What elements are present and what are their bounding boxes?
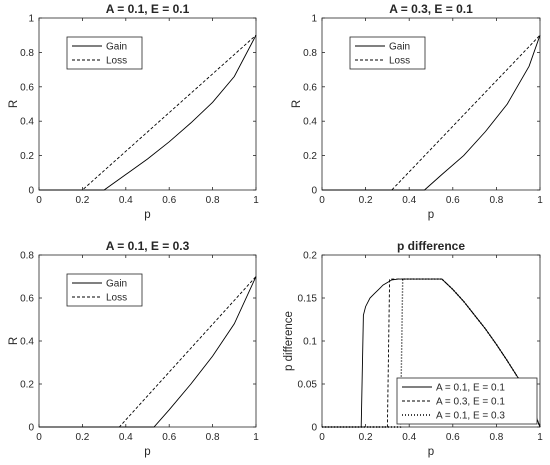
y-tick-label: 0.2: [20, 380, 34, 391]
legend-label: Gain: [106, 42, 127, 53]
y-tick-label: 0.2: [20, 151, 34, 162]
plot-area: [321, 17, 541, 191]
legend-box: [66, 36, 143, 70]
legend-box: [66, 273, 143, 307]
y-tick-label: 0: [311, 423, 317, 434]
x-tick-label: 0.6: [446, 432, 460, 443]
x-tick-label: 0.4: [402, 432, 416, 443]
y-tick-label: 0: [311, 186, 317, 197]
y-tick-label: 0.4: [20, 117, 34, 128]
x-tick-label: 0.4: [119, 432, 133, 443]
y-tick-label: 0: [28, 186, 34, 197]
x-tick-label: 0.6: [446, 195, 460, 206]
panel-bottom-left: 0 0.2 0.4 0.6 0.8 1 0 0.2 0.4 0.6 0.8 A = 0.1, E = …: [8, 239, 259, 458]
x-tick-label: 0.2: [359, 432, 373, 443]
chart-title: p difference: [397, 239, 465, 253]
y-axis-label: R: [8, 100, 20, 108]
x-tick-label: 0.8: [489, 432, 503, 443]
legend: Gain Loss: [349, 36, 426, 70]
x-tick-label: 1: [253, 432, 259, 443]
y-tick-label: 0.4: [303, 117, 317, 128]
chart-title: A = 0.1, E = 0.3: [106, 239, 190, 253]
plot-area: [38, 17, 257, 191]
x-tick-label: 1: [537, 432, 543, 443]
legend: Gain Loss: [66, 36, 143, 70]
series-line-1: [39, 34, 257, 191]
y-tick-label: 0.2: [303, 251, 317, 262]
panel-bottom-right: 0 0.2 0.4 0.6 0.8 1 0 0.05 0.1 0.15 0.2 p differenc…: [283, 239, 543, 458]
y-tick-label: 0.6: [303, 82, 317, 93]
y-tick-label: 0.1: [303, 337, 317, 348]
series-line-1: [39, 276, 257, 428]
x-tick-label: 0: [319, 195, 325, 206]
x-tick-label: 0.8: [489, 195, 503, 206]
y-tick-label: 0.05: [298, 380, 318, 391]
legend-label: A = 0.3, E = 0.1: [436, 397, 505, 408]
legend-label: A = 0.1, E = 0.3: [436, 411, 505, 422]
x-axis-label: p: [144, 209, 150, 221]
y-axis-label: R: [8, 337, 20, 345]
y-tick-label: 0: [28, 423, 34, 434]
y-tick-label: 0.8: [20, 251, 34, 262]
panel-top-left: 0 0.2 0.4 0.6 0.8 1 0 0.2 0.4 0.6 0.8 1 A = 0.1, E =…: [8, 2, 259, 221]
y-tick-label: 1: [28, 14, 34, 25]
chart-title: A = 0.3, E = 0.1: [389, 2, 473, 16]
x-tick-label: 0.2: [75, 195, 89, 206]
x-axis-label: p: [144, 446, 150, 458]
panel-top-right: 0 0.2 0.4 0.6 0.8 1 0 0.2 0.4 0.6 0.8 1 A = 0.3, E =…: [291, 2, 543, 221]
x-tick-label: 0.2: [75, 432, 89, 443]
legend: Gain Loss: [66, 273, 143, 307]
y-tick-label: 0.15: [298, 294, 318, 305]
series-line-1: [322, 35, 541, 191]
legend-box: [396, 377, 538, 425]
y-tick-label: 0.8: [20, 48, 34, 59]
x-tick-label: 0: [319, 432, 325, 443]
x-tick-label: 1: [253, 195, 259, 206]
chart-title: A = 0.1, E = 0.1: [106, 2, 190, 16]
legend-label: Loss: [106, 293, 127, 304]
y-tick-label: 0.8: [303, 48, 317, 59]
x-tick-label: 0.8: [206, 195, 220, 206]
x-axis-label: p: [428, 209, 434, 221]
legend-label: Gain: [389, 42, 410, 53]
y-axis-label: R: [291, 100, 303, 108]
y-axis-label: p difference: [283, 311, 295, 371]
legend: A = 0.1, E = 0.1 A = 0.3, E = 0.1 A = 0.1,…: [396, 377, 538, 425]
legend-label: Loss: [106, 56, 127, 67]
x-tick-label: 0: [36, 195, 42, 206]
x-tick-label: 1: [537, 195, 543, 206]
x-tick-label: 0.6: [162, 195, 176, 206]
y-tick-label: 0.2: [303, 151, 317, 162]
x-axis-label: p: [428, 446, 434, 458]
x-tick-label: 0.4: [119, 195, 133, 206]
y-tick-label: 1: [311, 14, 317, 25]
x-tick-label: 0.4: [402, 195, 416, 206]
series-line-2: [322, 34, 541, 191]
legend-label: Loss: [389, 56, 410, 67]
x-tick-label: 0.2: [359, 195, 373, 206]
legend-box: [349, 36, 426, 70]
x-tick-label: 0.8: [206, 432, 220, 443]
y-tick-label: 0.4: [20, 337, 34, 348]
y-tick-label: 0.6: [20, 294, 34, 305]
x-tick-label: 0.6: [162, 432, 176, 443]
y-tick-label: 0.6: [20, 82, 34, 93]
x-tick-label: 0: [36, 432, 42, 443]
legend-label: A = 0.1, E = 0.1: [436, 383, 505, 394]
series-line-2: [39, 276, 257, 428]
legend-label: Gain: [106, 279, 127, 290]
